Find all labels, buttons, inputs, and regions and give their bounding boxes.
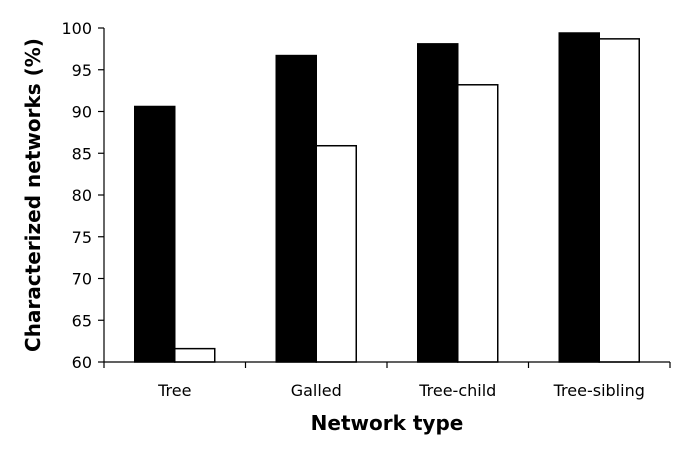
y-tick-label: 70 xyxy=(72,270,92,289)
x-tick-label: Tree xyxy=(157,381,191,400)
y-tick-label: 80 xyxy=(72,186,92,205)
x-tick-label: Tree-child xyxy=(418,381,496,400)
bar-series-1-tree-child xyxy=(417,43,459,363)
bars-group xyxy=(134,32,640,363)
y-tick-label: 90 xyxy=(72,103,92,122)
y-tick-label: 95 xyxy=(72,61,92,80)
bar-series-2-tree-child xyxy=(457,84,499,363)
y-tick-label: 65 xyxy=(72,311,92,330)
y-axis-title: Characterized networks (%) xyxy=(21,38,45,352)
x-axis-title: Network type xyxy=(311,411,464,435)
x-tick-label: Tree-sibling xyxy=(553,381,645,400)
x-axis-ticks: Tree Galled Tree-child Tree-sibling xyxy=(103,362,671,400)
y-tick-label: 60 xyxy=(72,353,92,372)
bar-series-2-tree-sibling xyxy=(598,38,640,363)
y-tick-label: 100 xyxy=(61,19,92,38)
bar-series-1-tree xyxy=(134,105,176,363)
bar-series-1-galled xyxy=(275,54,317,363)
y-tick-label: 75 xyxy=(72,228,92,247)
y-axis-ticks: 60 65 70 75 80 85 90 95 100 xyxy=(61,19,104,372)
bar-series-2-tree xyxy=(174,347,216,363)
x-tick-label: Galled xyxy=(291,381,342,400)
y-tick-label: 85 xyxy=(72,144,92,163)
bar-series-1-tree-sibling xyxy=(558,32,600,363)
bar-series-2-galled xyxy=(315,144,357,363)
